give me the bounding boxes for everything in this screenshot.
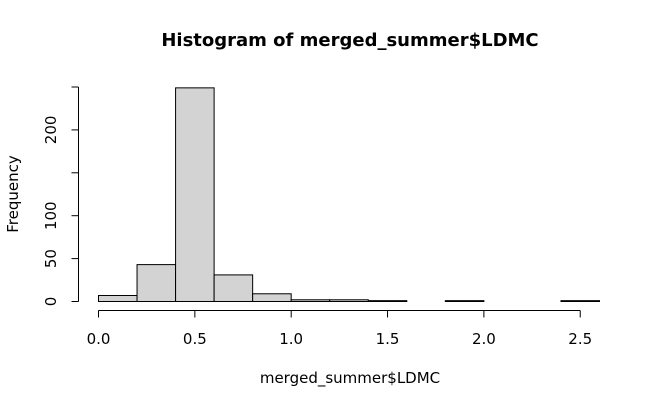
bars-group: [98, 87, 601, 303]
y-tick-label-3: 200: [42, 116, 60, 145]
histogram-bar-1: [136, 264, 177, 302]
histogram-bar-6: [329, 299, 369, 302]
histogram-bar-7: [367, 300, 408, 302]
x-tick-label-0: 0.0: [87, 330, 111, 348]
histogram-bar-9: [444, 300, 485, 302]
x-tick-label-5: 2.5: [568, 330, 592, 348]
y-axis-label: Frequency: [4, 155, 22, 233]
x-tick-label-1: 0.5: [183, 330, 207, 348]
y-tick-label-1: 50: [42, 249, 60, 268]
histogram-bar-5: [290, 299, 331, 302]
x-tick-label-4: 2.0: [472, 330, 496, 348]
x-tick-label-2: 1.0: [279, 330, 303, 348]
chart-title: Histogram of merged_summer$LDMC: [161, 30, 538, 51]
x-tick-label-3: 1.5: [376, 330, 400, 348]
histogram-bar-0: [98, 294, 138, 302]
histogram-bar-3: [213, 274, 254, 303]
y-tick-label-2: 100: [42, 201, 60, 230]
x-axis: 0.0 0.5 1.0 1.5 2.0 2.5: [87, 310, 592, 348]
histogram-bar-4: [252, 293, 292, 303]
histogram-bar-2: [175, 87, 215, 302]
y-axis: 0 50 100 200: [42, 86, 79, 307]
x-axis-label: merged_summer$LDMC: [260, 369, 440, 388]
y-tick-label-0: 0: [42, 297, 60, 307]
histogram-bar-12: [560, 300, 601, 302]
